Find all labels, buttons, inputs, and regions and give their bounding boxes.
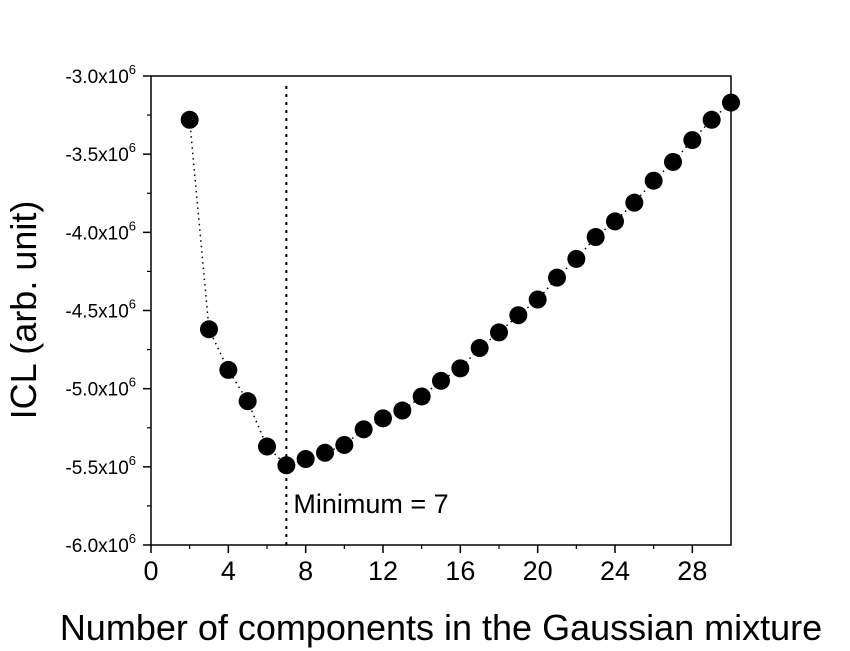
minor-ticks [147,114,655,549]
data-point [606,212,624,231]
data-point [470,339,489,358]
y-tick-label: -6.0x106 [65,531,136,557]
data-point [219,360,238,379]
data-point [625,193,644,212]
data-point [296,450,315,469]
data-point [258,437,276,456]
data-point [702,110,721,129]
data-point [567,249,586,268]
y-tick-label-base: -4.0x10 [65,223,128,244]
y-tick-label-base: -4.5x10 [65,302,128,323]
x-tick-label: 0 [143,556,158,586]
y-tick-label: -5.5x106 [65,453,136,479]
data-point [412,387,431,406]
y-tick-label-exponent: 6 [129,375,136,390]
data-point [644,171,663,190]
y-tick-label-exponent: 6 [129,453,136,468]
y-tick-label-exponent: 6 [129,62,136,77]
x-tick-label: 28 [677,556,707,586]
data-point [722,93,740,112]
y-tick-label-exponent: 6 [129,140,136,155]
y-tick-label-base: -5.5x10 [65,458,128,479]
data-point [277,456,296,475]
data-point [451,359,470,378]
x-axis-label: Number of components in the Gaussian mix… [60,607,822,648]
y-tick-label: -3.0x106 [65,62,136,88]
data-point [664,152,682,171]
minimum-annotation: Minimum = 7 [293,489,448,519]
x-ticks: 0 4 8 12 16 20 24 28 [143,545,707,586]
data-point [316,443,334,462]
data-points [180,93,740,475]
data-point [586,228,605,247]
data-point [393,401,412,420]
data-point [180,110,199,129]
y-ticks: -3.0x106-3.5x106-4.0x106-4.5x106-5.0x106… [65,62,151,557]
x-tick-label: 4 [221,556,236,586]
data-point [335,435,354,454]
y-tick-label-base: -3.5x10 [65,145,128,166]
y-tick-label: -3.5x106 [65,140,136,166]
y-tick-label-base: -6.0x10 [65,536,128,557]
data-point [200,320,218,339]
x-tick-label: 12 [368,556,398,586]
y-tick-label-exponent: 6 [129,218,136,233]
data-point [238,392,257,411]
x-tick-label: 8 [298,556,313,586]
data-point [432,371,450,390]
x-tick-label: 20 [523,556,553,586]
y-axis-label: ICL (arb. unit) [3,201,44,420]
data-point [490,323,508,342]
data-point [548,268,566,287]
y-tick-label: -5.0x106 [65,375,136,401]
plot-frame [150,75,732,546]
y-tick-label-exponent: 6 [129,531,136,546]
data-point [683,131,702,150]
y-tick-label-base: -3.0x10 [65,67,128,88]
x-tick-label: 16 [445,556,475,586]
data-point [354,420,373,439]
y-tick-label: -4.5x106 [65,297,136,323]
x-tick-label: 24 [600,556,630,586]
data-point [509,306,528,325]
y-tick-label: -4.0x106 [65,218,136,244]
y-tick-label-exponent: 6 [129,297,136,312]
data-point [374,409,392,428]
series-connector-line [188,102,732,467]
data-point [528,290,547,309]
y-tick-label-base: -5.0x10 [65,380,128,401]
